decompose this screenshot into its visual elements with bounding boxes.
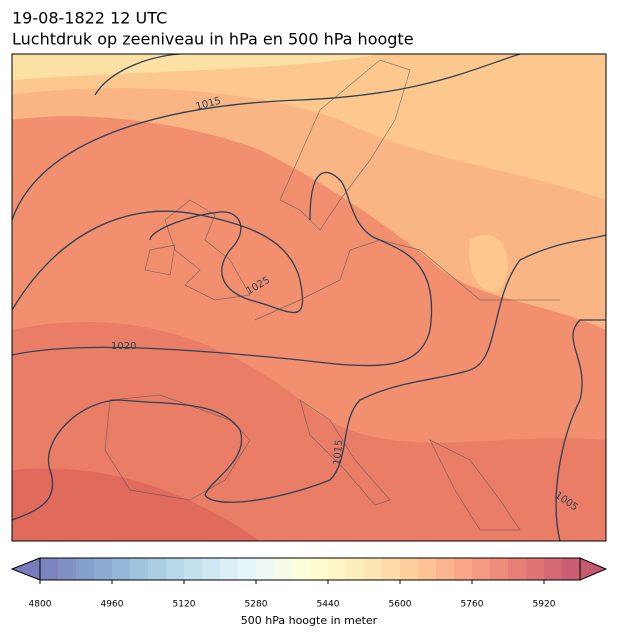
- colorbar-frame: [39, 557, 581, 581]
- colorbar-tick-label: 4960: [101, 600, 124, 610]
- colorbar-segment: [220, 558, 239, 580]
- colorbar-segment: [328, 558, 347, 580]
- colorbar-segment: [292, 558, 311, 580]
- colorbar-segment: [58, 558, 77, 580]
- colorbar-segment: [472, 558, 491, 580]
- contour-label: 1020: [111, 341, 136, 352]
- colorbar-extend: [10, 557, 41, 581]
- colorbar-segment: [202, 558, 221, 580]
- colorbar-segment: [562, 558, 581, 580]
- colorbar-segment: [166, 558, 185, 580]
- colorbar-tick-label: 5280: [245, 600, 268, 610]
- colorbar-segment: [508, 558, 527, 580]
- colorbar-segment: [184, 558, 203, 580]
- coastline: [299, 399, 391, 506]
- colorbar-segment: [112, 558, 131, 580]
- colorbar-segment: [544, 558, 563, 580]
- colorbar-label: 500 hPa hoogte in meter: [241, 614, 378, 627]
- isobar: [12, 171, 433, 367]
- isobar: [555, 319, 606, 541]
- colorbar-tick-label: 5760: [461, 600, 484, 610]
- colorbar-segment: [364, 558, 383, 580]
- colorbar-segment: [436, 558, 455, 580]
- colorbar-segment: [490, 558, 509, 580]
- field-band: [12, 468, 260, 541]
- isobar: [12, 54, 521, 221]
- colorbar-segment: [454, 558, 473, 580]
- colorbar-tick-label: 5920: [533, 600, 556, 610]
- colorbar-segment: [76, 558, 95, 580]
- colorbar-segment: [130, 558, 149, 580]
- colorbar-tick-label: 5600: [389, 600, 412, 610]
- coastline: [429, 439, 521, 531]
- contour-label: 1015: [332, 439, 345, 465]
- colorbar-segment: [418, 558, 437, 580]
- colorbar-segment: [238, 558, 257, 580]
- coastline: [144, 244, 176, 276]
- map-title: Luchtdruk op zeeniveau in hPa en 500 hPa…: [12, 30, 414, 49]
- colorbar: 4800 4960 5120 5280 5440 5600 5760 5920: [10, 557, 608, 610]
- colorbar-segment: [274, 558, 293, 580]
- colorbar-segment: [382, 558, 401, 580]
- coastline: [104, 394, 251, 501]
- colorbar-tick-label: 4800: [29, 600, 52, 610]
- colorbar-tick-label: 5440: [317, 600, 340, 610]
- colorbar-segment: [400, 558, 419, 580]
- map-frame: [11, 53, 607, 542]
- map-area: 1015 1025 1020 1015 1005: [12, 54, 606, 541]
- colorbar-segment: [310, 558, 329, 580]
- coastline: [254, 239, 560, 321]
- isobar: [12, 234, 606, 521]
- colorbar-segment: [526, 558, 545, 580]
- coastline: [164, 199, 251, 301]
- field-band: [469, 234, 509, 292]
- field-band: [12, 54, 606, 200]
- colorbar-tick-label: 5120: [173, 600, 196, 610]
- colorbar-segment: [346, 558, 365, 580]
- colorbar-segment: [256, 558, 275, 580]
- colorbar-segment: [94, 558, 113, 580]
- date-title: 19-08-1822 12 UTC: [12, 9, 167, 28]
- colorbar-extend: [579, 557, 608, 581]
- isobar: [12, 210, 304, 313]
- colorbar-segment: [40, 558, 59, 580]
- isobar: [94, 54, 181, 96]
- colorbar-segment: [148, 558, 167, 580]
- field-band: [12, 54, 380, 80]
